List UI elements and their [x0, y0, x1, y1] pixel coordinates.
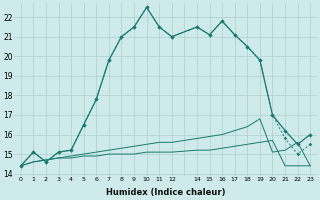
X-axis label: Humidex (Indice chaleur): Humidex (Indice chaleur) — [106, 188, 225, 197]
